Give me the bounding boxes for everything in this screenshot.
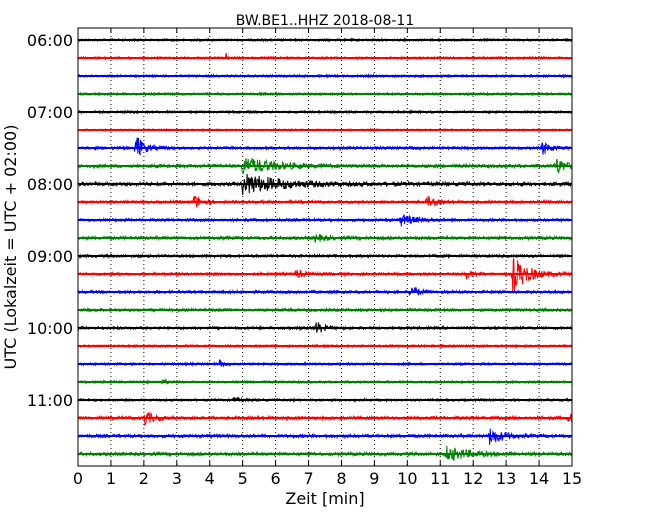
x-tick-label: 12 <box>463 469 483 488</box>
y-tick-label: 07:00 <box>27 103 73 122</box>
y-tick-label: 10:00 <box>27 319 73 338</box>
x-tick-label: 7 <box>303 469 313 488</box>
trace-row <box>77 258 573 292</box>
traces <box>77 36 573 462</box>
x-tick-label: 3 <box>172 469 182 488</box>
x-tick-label: 8 <box>336 469 346 488</box>
y-tick-label: 09:00 <box>27 247 73 266</box>
y-axis-label: UTC (Lokalzeit = UTC + 02:00) <box>1 125 20 370</box>
x-axis-label: Zeit [min] <box>285 489 364 508</box>
trace-row <box>77 411 573 426</box>
x-tick-label: 5 <box>238 469 248 488</box>
x-tick-label: 0 <box>73 469 83 488</box>
y-tick-label: 11:00 <box>27 391 73 410</box>
x-tick-label: 15 <box>562 469 582 488</box>
x-tick-label: 6 <box>271 469 281 488</box>
x-tick-label: 9 <box>369 469 379 488</box>
trace-row <box>77 445 573 462</box>
chart-title: BW.BE1..HHZ 2018-08-11 <box>236 13 415 29</box>
x-tick-label: 11 <box>430 469 450 488</box>
x-axis: 0 1 2 3 4 5 6 7 8 9 10 11 12 13 14 15 <box>73 28 582 488</box>
y-tick-label: 08:00 <box>27 175 73 194</box>
x-tick-label: 13 <box>496 469 516 488</box>
x-tick-label: 14 <box>529 469 549 488</box>
x-tick-label: 1 <box>106 469 116 488</box>
trace-row <box>77 195 573 208</box>
trace-row <box>77 137 573 156</box>
y-axis: 06:00 07:00 08:00 09:00 10:00 11:00 <box>27 31 572 410</box>
x-tick-label: 4 <box>205 469 215 488</box>
plot-frame <box>77 27 573 467</box>
x-tick-label: 10 <box>397 469 417 488</box>
x-tick-label: 2 <box>139 469 149 488</box>
y-tick-label: 06:00 <box>27 31 73 50</box>
